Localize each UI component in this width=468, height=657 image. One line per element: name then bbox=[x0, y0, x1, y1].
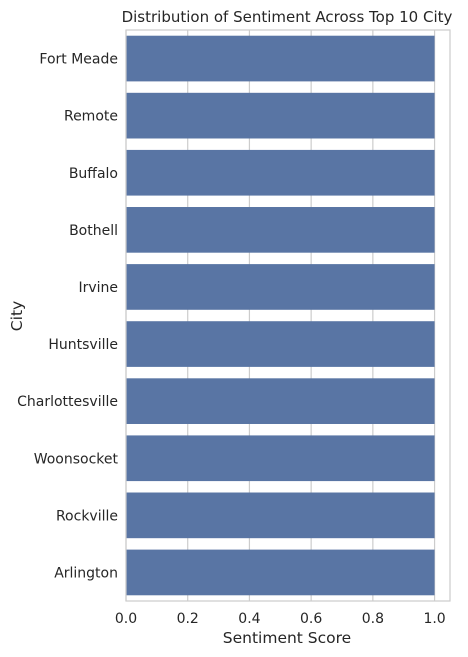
y-tick-label: Huntsville bbox=[48, 337, 118, 353]
x-axis-title: Sentiment Score bbox=[223, 629, 351, 647]
bar bbox=[126, 549, 435, 596]
x-tick-label: 1.0 bbox=[423, 611, 445, 627]
x-tick-label: 0.8 bbox=[362, 611, 384, 627]
chart-title: Distribution of Sentiment Across Top 10 … bbox=[122, 8, 453, 26]
bar bbox=[126, 321, 435, 367]
y-tick-label: Bothell bbox=[69, 223, 118, 239]
bar bbox=[126, 149, 435, 196]
x-tick-label: 0.6 bbox=[300, 611, 322, 627]
y-tick-label: Rockville bbox=[56, 508, 118, 524]
y-tick-label: Buffalo bbox=[69, 166, 118, 182]
bar bbox=[126, 264, 435, 310]
bar bbox=[126, 378, 435, 424]
bar bbox=[126, 207, 435, 253]
y-tick-labels: Fort Meade Remote Buffalo Bothell Irvine Hunt… bbox=[17, 52, 118, 582]
y-tick-label: Fort Meade bbox=[39, 52, 118, 68]
y-tick-label: Remote bbox=[64, 109, 118, 125]
x-tick-label: 0.4 bbox=[238, 611, 260, 627]
x-tick-labels: 0.0 0.2 0.4 0.6 0.8 1.0 bbox=[115, 611, 446, 627]
bars bbox=[126, 35, 435, 596]
bar bbox=[126, 492, 435, 539]
y-tick-label: Irvine bbox=[78, 280, 118, 296]
bar bbox=[126, 92, 435, 139]
y-axis-title: City bbox=[8, 301, 26, 331]
y-tick-label: Charlottesville bbox=[17, 394, 118, 410]
y-tick-label: Woonsocket bbox=[34, 451, 119, 467]
x-tick-label: 0.2 bbox=[177, 611, 199, 627]
bar bbox=[126, 35, 435, 82]
bar bbox=[126, 435, 435, 482]
x-tick-label: 0.0 bbox=[115, 611, 137, 627]
y-tick-label: Arlington bbox=[54, 565, 118, 581]
plot-frame bbox=[125, 29, 451, 602]
